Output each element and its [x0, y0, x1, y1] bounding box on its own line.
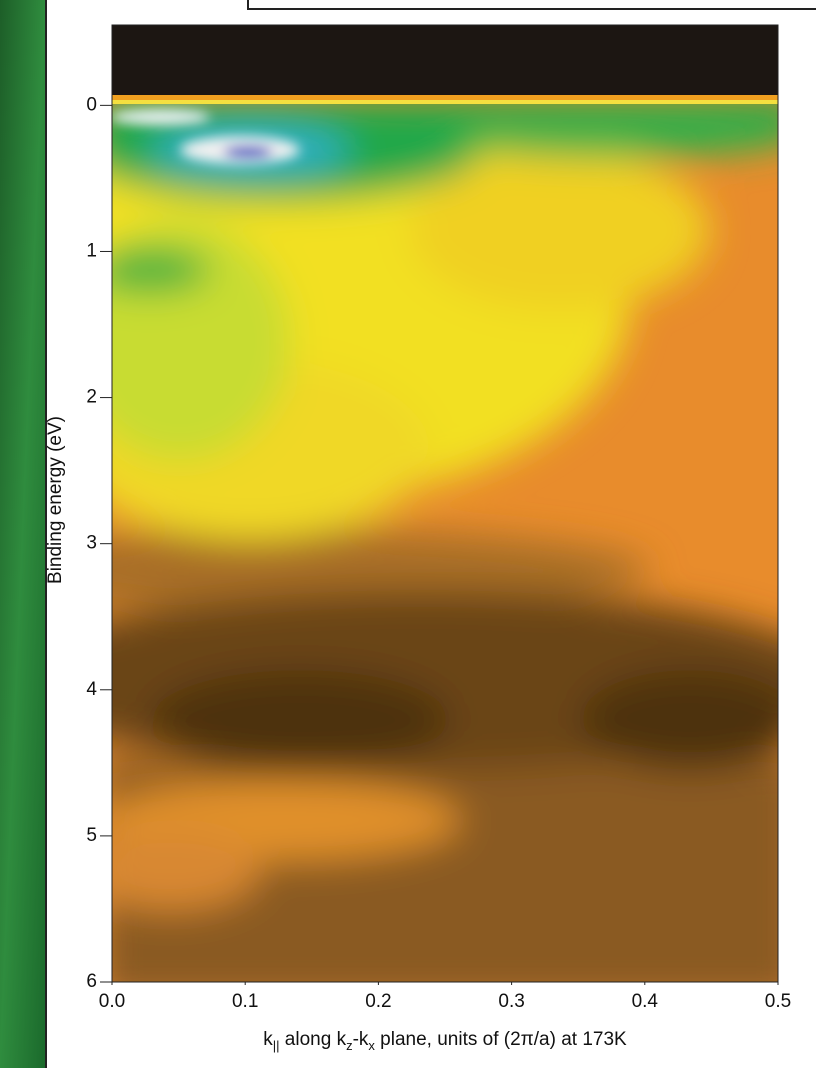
label-part: k [263, 1029, 273, 1050]
label-part: plane, units of (2π/a) at 173K [375, 1029, 627, 1050]
side-strip [0, 0, 45, 1068]
y-tick-label: 2 [86, 387, 97, 408]
x-tick-label: 0.4 [632, 991, 659, 1012]
x-tick-label: 0.0 [99, 991, 125, 1012]
label-part: along k [280, 1029, 347, 1050]
x-tick-label: 0.1 [232, 991, 258, 1012]
y-tick-label: 4 [86, 679, 97, 700]
y-tick-label: 1 [86, 240, 97, 261]
heatmap [112, 25, 778, 982]
y-tick-label: 3 [86, 533, 97, 554]
border [247, 0, 816, 10]
x-tick-label: 0.2 [365, 991, 391, 1012]
x-axis-label: k|| along kz-kx plane, units of (2π/a) a… [263, 1029, 627, 1053]
x-tick-label: 0.5 [765, 991, 791, 1012]
y-axis-label: Binding energy (eV) [45, 416, 66, 584]
subscript: x [368, 1038, 375, 1053]
label-part: -k [353, 1029, 369, 1050]
y-tick-label: 5 [86, 825, 97, 846]
y-tick-label: 6 [86, 971, 97, 992]
x-tick-label: 0.3 [498, 991, 524, 1012]
subscript: || [273, 1038, 280, 1053]
subscript: z [346, 1038, 353, 1053]
y-tick-label: 0 [86, 94, 97, 115]
plot-frame [111, 24, 779, 983]
